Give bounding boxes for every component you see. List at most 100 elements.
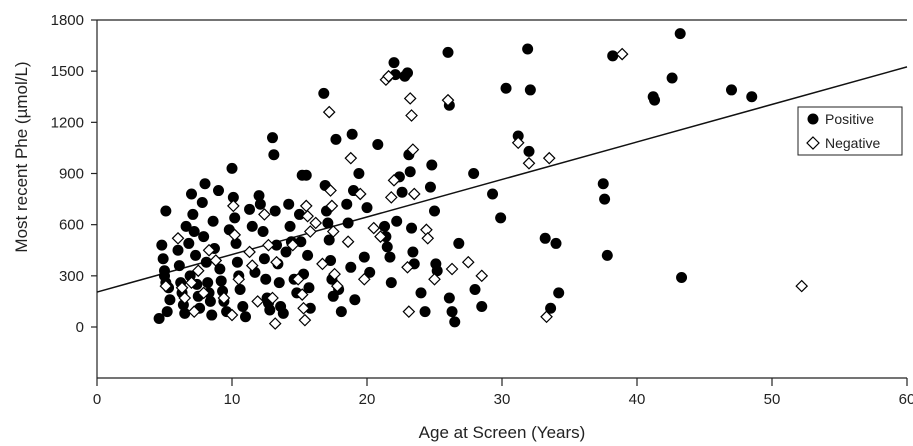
- negative-point: [341, 235, 355, 249]
- x-tick-label: 30: [494, 391, 511, 408]
- negative-point: [266, 291, 279, 305]
- positive-point: [294, 208, 305, 220]
- negative-point: [171, 231, 185, 245]
- positive-point: [666, 72, 678, 84]
- legend-negative-label: Negative: [825, 135, 880, 151]
- negative-point: [330, 279, 344, 293]
- positive-point: [415, 287, 427, 299]
- negative-point: [367, 221, 381, 235]
- positive-point: [202, 277, 214, 289]
- positive-point: [260, 273, 272, 285]
- positive-point: [284, 220, 296, 232]
- negative-point: [245, 259, 259, 272]
- positive-point: [443, 292, 455, 304]
- positive-point: [268, 149, 280, 161]
- negative-point: [795, 279, 809, 293]
- negative-point: [407, 187, 421, 201]
- positive-point: [229, 212, 241, 224]
- positive-point: [186, 188, 197, 200]
- positive-point: [253, 190, 265, 202]
- positive-point: [330, 133, 342, 145]
- negative-point: [324, 184, 337, 197]
- negative-point: [475, 269, 489, 283]
- positive-point: [153, 312, 165, 324]
- positive-point: [601, 249, 613, 261]
- negative-point: [258, 208, 271, 221]
- positive-point: [283, 198, 295, 210]
- positive-point: [449, 316, 461, 328]
- negative-point: [159, 279, 173, 293]
- y-tick-label: 0: [76, 319, 84, 336]
- positive-point: [446, 306, 458, 318]
- positive-point: [206, 309, 218, 321]
- positive-point: [524, 84, 536, 96]
- positive-point: [280, 246, 292, 258]
- positive-point: [254, 198, 266, 210]
- negative-point: [185, 276, 198, 290]
- positive-point: [674, 28, 686, 40]
- negative-point: [243, 245, 256, 259]
- negative-point: [202, 243, 216, 257]
- negative-point: [353, 187, 367, 201]
- y-tick-label: 300: [59, 268, 84, 285]
- positive-point: [227, 191, 239, 203]
- negative-point: [461, 255, 475, 269]
- legend-positive-label: Positive: [825, 111, 874, 127]
- negative-point: [175, 281, 189, 295]
- negative-point: [217, 291, 231, 305]
- positive-point: [269, 205, 281, 217]
- positive-point: [442, 46, 454, 58]
- x-tick-label: 20: [359, 391, 376, 408]
- negative-point: [227, 199, 240, 213]
- positive-point: [271, 239, 283, 251]
- positive-point: [198, 231, 210, 243]
- negative-point: [316, 257, 329, 271]
- positive-point: [364, 266, 376, 278]
- negative-point: [615, 47, 629, 61]
- positive-point: [304, 302, 316, 314]
- positive-point: [385, 277, 397, 289]
- positive-point: [213, 185, 224, 197]
- y-tick-label: 1800: [51, 12, 84, 29]
- positive-point: [550, 237, 562, 249]
- negative-point: [403, 92, 417, 105]
- positive-point: [160, 205, 172, 217]
- negative-point: [387, 173, 401, 187]
- positive-point: [273, 277, 285, 289]
- negative-point: [301, 209, 314, 223]
- negative-point: [309, 216, 323, 230]
- positive-point: [453, 237, 465, 249]
- positive-point: [495, 212, 507, 224]
- legend-positive-marker: [807, 113, 819, 125]
- x-tick-label: 40: [629, 391, 646, 408]
- negative-point: [326, 225, 340, 238]
- positive-point: [353, 168, 365, 179]
- negative-point: [225, 308, 239, 322]
- positive-point: [322, 217, 334, 229]
- negative-point: [178, 291, 192, 305]
- positive-point: [180, 220, 192, 232]
- y-tick-label: 900: [59, 166, 84, 183]
- negative-point: [298, 313, 312, 327]
- positive-point: [196, 196, 208, 208]
- negative-point: [286, 238, 300, 252]
- positive-point: [384, 251, 396, 263]
- positive-point: [341, 198, 353, 210]
- positive-point: [402, 67, 413, 79]
- positive-point: [349, 294, 361, 306]
- positive-point: [237, 301, 249, 313]
- positive-point: [539, 232, 551, 244]
- positive-point: [161, 306, 173, 318]
- positive-point: [173, 260, 185, 272]
- positive-point: [476, 301, 488, 313]
- negative-point: [344, 151, 358, 165]
- positive-point: [240, 311, 251, 323]
- positive-point: [429, 205, 440, 217]
- positive-point: [545, 302, 557, 314]
- negative-point: [428, 272, 441, 286]
- positive-point: [300, 169, 312, 181]
- positive-point: [318, 87, 330, 99]
- positive-point: [226, 162, 238, 174]
- y-tick-label: 1500: [51, 63, 84, 80]
- negative-point: [384, 191, 398, 204]
